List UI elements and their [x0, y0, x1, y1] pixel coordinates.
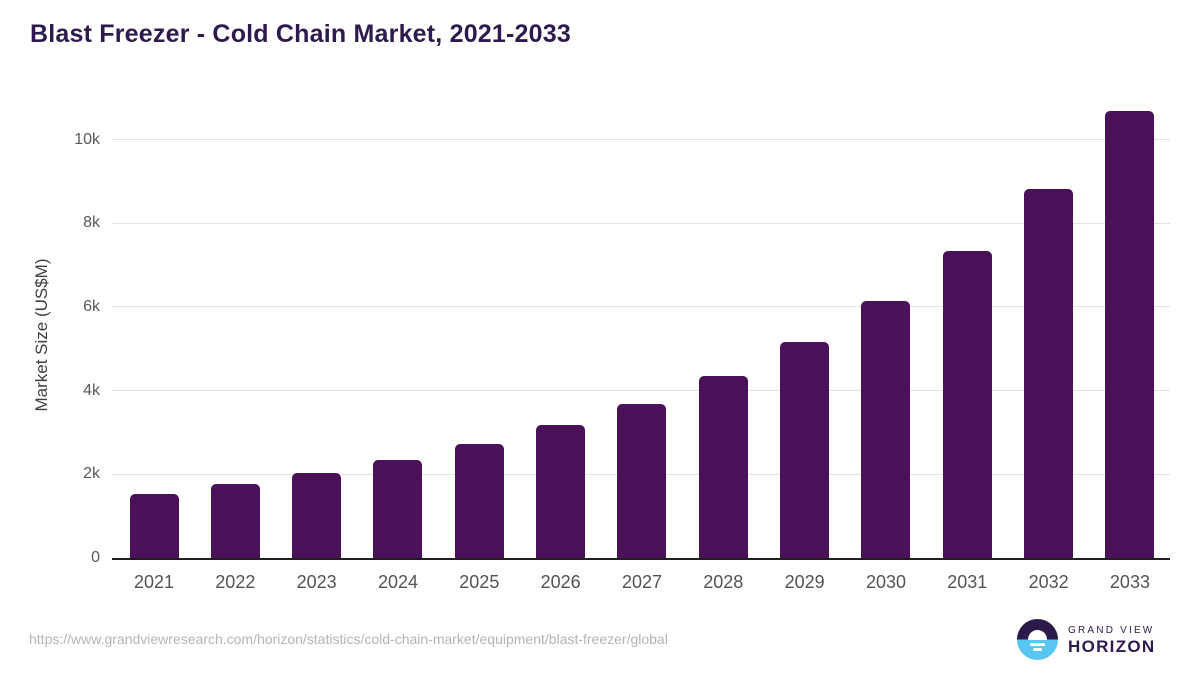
x-tick-label-2027: 2027: [621, 572, 662, 592]
reflection-line-1: [1030, 642, 1045, 646]
bar-2032[interactable]: [1024, 188, 1074, 558]
x-tick-label-2021: 2021: [133, 572, 175, 592]
sun-dome-shape: [1028, 629, 1047, 640]
y-tick-label-2k: 2k: [83, 465, 100, 483]
y-tick-label-6k: 6k: [83, 297, 100, 315]
y-tick-label-0: 0: [91, 549, 100, 566]
x-tick-label-2022: 2022: [215, 572, 256, 592]
x-tick-label-2033: 2033: [1109, 572, 1150, 592]
x-tick-label-2024: 2024: [377, 572, 418, 592]
bar-2024[interactable]: [373, 460, 423, 558]
bar-2033[interactable]: [1105, 111, 1155, 558]
bar-2022[interactable]: [210, 484, 260, 558]
y-tick-label-8k: 8k: [83, 214, 100, 232]
y-tick-label-10k: 10k: [74, 130, 100, 148]
page-title: Blast Freezer - Cold Chain Market, 2021-…: [30, 20, 571, 48]
gridline-8k: [112, 222, 1170, 224]
brand-name-top: GRAND VIEW: [1068, 624, 1155, 636]
brand-name-bottom: HORIZON: [1068, 636, 1156, 656]
bar-2031[interactable]: [942, 250, 992, 558]
x-tick-label-2030: 2030: [865, 572, 906, 592]
brand-logo-text: GRAND VIEW HORIZON: [1068, 624, 1155, 656]
brand-logo: GRAND VIEW HORIZON: [1017, 619, 1155, 660]
gridline-10k: [112, 139, 1170, 140]
gridline-6k: [112, 306, 1170, 308]
bar-2023[interactable]: [292, 472, 342, 558]
source-url: https://www.grandviewresearch.com/horizo…: [29, 631, 668, 647]
bar-2030[interactable]: [861, 300, 911, 558]
bar-2027[interactable]: [617, 403, 667, 558]
bar-2025[interactable]: [454, 444, 504, 558]
y-tick-label-4k: 4k: [83, 381, 100, 399]
x-tick-label-2032: 2032: [1028, 572, 1069, 592]
x-tick-label-2026: 2026: [540, 572, 581, 592]
gridline-4k: [112, 390, 1170, 392]
x-axis-line: [112, 558, 1170, 560]
x-tick-label-2023: 2023: [296, 572, 337, 592]
x-tick-label-2028: 2028: [703, 572, 744, 592]
bar-2021[interactable]: [129, 493, 179, 558]
reflection-line-2: [1033, 648, 1042, 651]
x-tick-label-2031: 2031: [947, 572, 988, 592]
bar-2026[interactable]: [536, 425, 586, 558]
x-tick-label-2025: 2025: [459, 572, 500, 592]
horizon-sunrise-icon: [1017, 619, 1058, 660]
bar-2028[interactable]: [698, 376, 748, 558]
x-tick-label-2029: 2029: [784, 572, 825, 592]
bar-2029[interactable]: [780, 342, 830, 558]
